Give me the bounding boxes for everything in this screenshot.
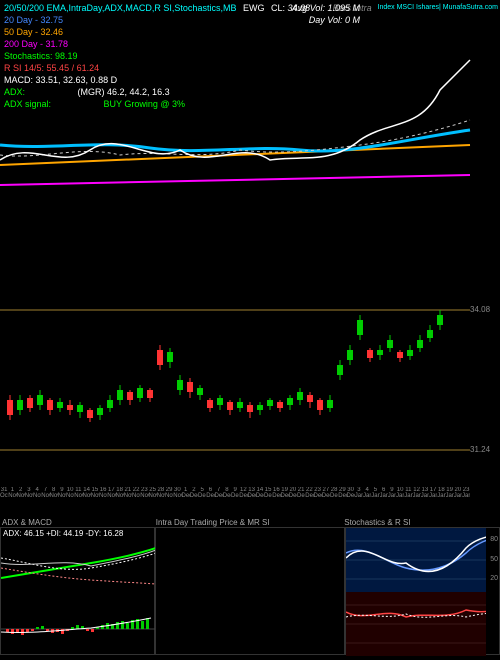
adx-reading: ADX: 46.15 +DI: 44.19 -DY: 16.28 [1, 528, 154, 539]
day-vol-value: 0 M [345, 15, 360, 25]
stoch-rsi-panel: 805020 [345, 527, 500, 655]
adx-signal-label: ADX signal: [4, 99, 51, 109]
stochastics-value: Stochastics: 98.19 [4, 50, 496, 62]
close-label: CL: [271, 3, 285, 13]
intraday-panel [155, 527, 345, 655]
avg-vol-label: Avg Vol: [292, 3, 325, 13]
ema50-value: 50 Day - 32.46 [4, 26, 496, 38]
panel-intraday-title: Intra Day Trading Price & MR SI [156, 518, 344, 527]
candlestick-chart: 31 Oct1 Nov2 Nov3 Nov4 Nov7 Nov8 Nov9 No… [0, 280, 500, 500]
mgr-value: (MGR) 46.2, 44.2, 16.3 [78, 87, 170, 97]
avg-vol-value: 1.095 M [327, 3, 360, 13]
index-name: Index MSCI Ishares| MunafaSutra.com [378, 2, 498, 14]
adx-signal-value: BUY Growing @ 3% [104, 99, 186, 109]
ema200-value: 200 Day - 31.78 [4, 38, 496, 50]
macd-label: MACD: [4, 75, 33, 85]
rsi-value: 55.45 / 61.24 [47, 63, 100, 73]
ticker-symbol: EWG [243, 3, 265, 13]
ema20-value: 20 Day - 32.75 [4, 15, 63, 25]
panel-adx-title: ADX & MACD [2, 518, 156, 527]
day-vol-label: Day Vol: [309, 15, 343, 25]
indicator-header: 20/50/200 EMA,IntraDay,ADX,MACD,R SI,Sto… [0, 0, 500, 112]
adx-macd-panel: ADX: 46.15 +DI: 44.19 -DY: 16.28 [0, 527, 155, 655]
date-axis: 31 Oct1 Nov2 Nov3 Nov4 Nov7 Nov8 Nov9 No… [0, 487, 470, 502]
indicators-list-2: SI,Stochastics,MB [163, 3, 236, 13]
rsi-label: R SI 14/5: [4, 63, 44, 73]
adx-label: ADX: [4, 87, 25, 97]
panel-stoch-title: Stochastics & R SI [344, 518, 498, 527]
macd-value: 33.51, 32.63, 0.88 D [36, 75, 118, 85]
indicators-list: 20/50/200 EMA,IntraDay,ADX,MACD,R [4, 3, 161, 13]
